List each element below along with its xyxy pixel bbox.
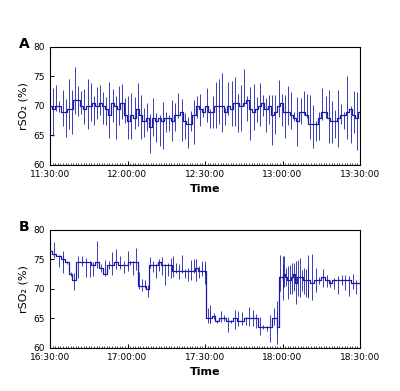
Text: B: B — [19, 221, 30, 235]
X-axis label: Time: Time — [190, 185, 220, 194]
Y-axis label: rSO₂ (%): rSO₂ (%) — [18, 265, 28, 313]
Y-axis label: rSO₂ (%): rSO₂ (%) — [18, 82, 28, 130]
Text: A: A — [19, 38, 30, 52]
X-axis label: Time: Time — [190, 368, 220, 377]
